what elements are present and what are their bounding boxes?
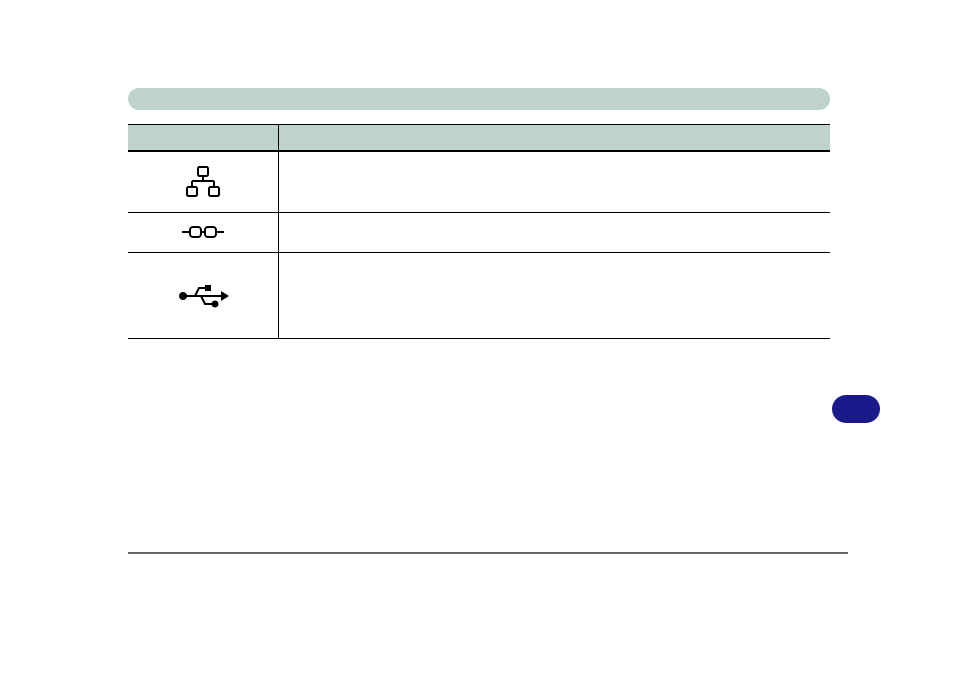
icon-cell bbox=[128, 253, 278, 339]
table-row bbox=[128, 151, 830, 213]
icon-cell bbox=[128, 213, 278, 253]
description-cell bbox=[278, 213, 830, 253]
lan-network-icon bbox=[183, 165, 223, 199]
table-row bbox=[128, 213, 830, 253]
table-header-row bbox=[128, 125, 830, 151]
chain-link-icon bbox=[182, 224, 224, 240]
description-cell bbox=[278, 151, 830, 213]
description-cell bbox=[278, 253, 830, 339]
icon-reference-table bbox=[128, 124, 830, 339]
table-row bbox=[128, 253, 830, 339]
page-badge bbox=[832, 395, 880, 423]
footer-rule bbox=[128, 552, 848, 554]
section-heading-bar bbox=[128, 88, 830, 110]
usb-icon bbox=[177, 284, 229, 308]
document-page bbox=[128, 0, 848, 339]
icon-cell bbox=[128, 151, 278, 213]
table-header-icon-col bbox=[128, 125, 278, 151]
table-header-desc-col bbox=[278, 125, 830, 151]
